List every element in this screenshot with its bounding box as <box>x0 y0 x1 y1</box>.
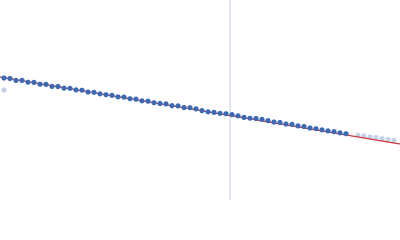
data-point <box>1 87 7 93</box>
data-point <box>271 119 277 125</box>
data-point <box>1 75 7 81</box>
data-point <box>121 94 127 100</box>
data-point <box>187 105 193 111</box>
data-point <box>331 129 337 135</box>
page: (() => { const data = JSON.parse(documen… <box>0 0 400 200</box>
data-point <box>307 125 313 131</box>
data-point <box>283 121 289 127</box>
data-point <box>43 81 49 87</box>
data-point <box>157 100 163 107</box>
data-point <box>265 118 271 124</box>
data-point <box>133 96 139 102</box>
data-point <box>169 103 175 109</box>
data-point <box>163 101 169 107</box>
data-point <box>337 130 343 136</box>
data-point <box>37 81 43 87</box>
data-point <box>235 113 241 119</box>
chart <box>0 0 400 200</box>
data-point <box>289 121 295 127</box>
data-point <box>145 98 151 104</box>
data-point <box>325 128 331 134</box>
data-point <box>217 110 223 116</box>
data-point <box>7 75 13 82</box>
data-point <box>301 123 307 130</box>
data-point <box>85 89 91 95</box>
data-point <box>229 112 235 118</box>
data-point <box>241 114 247 120</box>
data-point <box>19 77 25 83</box>
data-point <box>151 100 157 106</box>
data-point <box>391 137 397 143</box>
data-point <box>67 85 73 91</box>
data-point <box>343 131 349 137</box>
data-point <box>25 79 31 85</box>
data-point <box>61 85 67 91</box>
data-point <box>175 103 181 109</box>
data-point <box>139 98 145 104</box>
data-point <box>205 109 211 115</box>
data-point <box>79 87 85 93</box>
data-point <box>259 116 265 122</box>
data-point <box>199 108 205 114</box>
data-point <box>193 106 199 112</box>
data-point <box>295 123 301 129</box>
data-point <box>181 104 187 111</box>
data-point <box>91 89 97 95</box>
data-point <box>115 94 121 100</box>
data-point <box>127 96 133 102</box>
data-point <box>373 134 379 141</box>
data-point <box>211 109 217 115</box>
data-point <box>49 83 55 89</box>
data-point <box>385 136 391 142</box>
data-point <box>103 92 109 98</box>
data-point <box>313 126 319 132</box>
data-point <box>379 136 385 142</box>
data-point <box>247 115 253 121</box>
data-point <box>253 115 259 122</box>
data-point <box>55 83 61 90</box>
data-point <box>319 127 325 133</box>
data-point <box>31 79 37 85</box>
data-point <box>97 91 103 97</box>
data-point <box>277 119 283 126</box>
data-point <box>73 87 79 93</box>
data-point <box>13 77 19 83</box>
data-point <box>223 111 229 117</box>
data-point <box>109 92 115 98</box>
